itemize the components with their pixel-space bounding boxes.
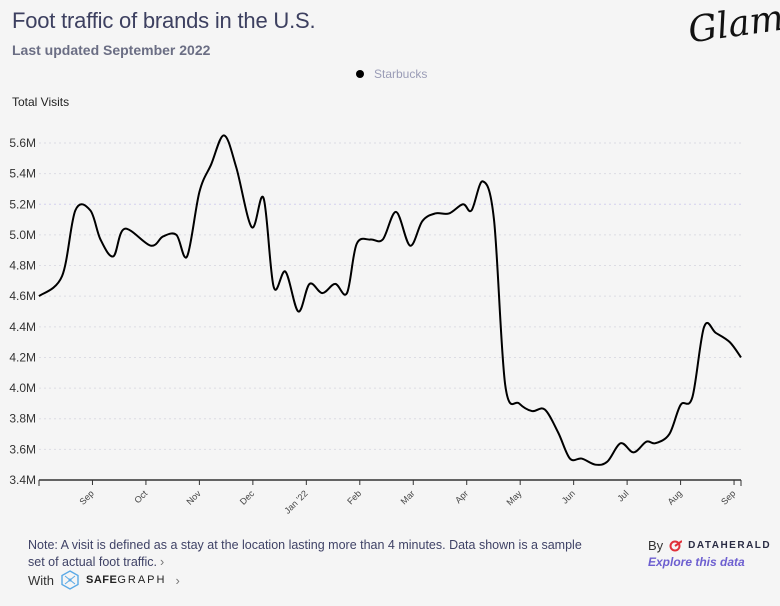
x-tick-label: Feb (345, 488, 363, 506)
line-chart: 3.4M 3.6M 3.8M 4.0M 4.2M 4.4M 4.6M 4.8M 5.0M 5.2M… (9, 134, 742, 516)
series-group (38, 134, 742, 466)
x-tick-label: Sep (77, 488, 95, 506)
safegraph-logo-icon (61, 570, 79, 590)
x-tick-label: Jun (560, 488, 577, 505)
chart-title: Foot traffic of brands in the U.S. (12, 8, 316, 33)
y-tick-label: 5.6M (9, 136, 36, 150)
x-tick-label: Apr (453, 488, 470, 505)
grid-lines (39, 142, 741, 450)
x-tick-label: Jul (615, 488, 630, 503)
legend[interactable]: Starbucks (356, 67, 427, 81)
footnote-arrow-icon[interactable]: › (160, 555, 165, 569)
chart-subtitle: Last updated September 2022 (12, 42, 211, 58)
dataherald-credit[interactable]: By DATAHERALD (648, 538, 771, 553)
x-axis (38, 479, 742, 486)
series-line-starbucks (38, 134, 742, 466)
x-tick-label: Sep (719, 488, 737, 506)
footnote[interactable]: Note: A visit is defined as a stay at th… (28, 537, 598, 571)
dataherald-logo-icon (669, 539, 683, 551)
y-tick-label: 4.8M (9, 259, 36, 273)
y-tick-label: 4.6M (9, 289, 36, 303)
y-tick-label: 5.2M (9, 197, 36, 211)
x-tick-label: Oct (132, 488, 149, 505)
with-label: With (28, 572, 54, 588)
footnote-text: Note: A visit is defined as a stay at th… (28, 538, 582, 569)
y-tick-label: 3.4M (9, 473, 36, 487)
safegraph-wordmark: SAFEGRAPH (86, 574, 167, 586)
x-tick-label: Nov (184, 488, 203, 507)
dataherald-wordmark: DATAHERALD (688, 540, 772, 551)
x-tick-label: May (504, 488, 523, 507)
x-tick-label: Jan '22 (282, 488, 309, 515)
y-tick-label: 3.6M (9, 442, 36, 456)
by-label: By (648, 538, 664, 553)
legend-label-starbucks: Starbucks (374, 67, 428, 81)
y-tick-label: 5.0M (9, 228, 36, 242)
y-tick-label: 4.0M (9, 381, 36, 395)
y-tick-label: 4.2M (9, 350, 36, 364)
x-tick-label: Mar (399, 488, 417, 506)
x-tick-label: Dec (238, 488, 257, 507)
y-axis-ticks: 3.4M 3.6M 3.8M 4.0M 4.2M 4.4M 4.6M 4.8M 5.0M 5.2M… (9, 136, 36, 487)
x-tick-label: Aug (666, 488, 684, 506)
y-tick-label: 5.4M (9, 167, 36, 181)
y-tick-label: 4.4M (9, 320, 36, 334)
legend-marker-starbucks (356, 70, 364, 78)
explore-data-link[interactable]: Explore this data (648, 555, 745, 569)
safegraph-arrow-icon[interactable]: › (175, 572, 180, 588)
x-axis-ticks: Sep Oct Nov Dec Jan '22 Feb Mar Apr May Jun Jul Aug… (77, 480, 737, 516)
safegraph-credit[interactable]: With SAFEGRAPH › (28, 570, 180, 590)
y-axis-title: Total Visits (12, 95, 70, 109)
y-tick-label: 3.8M (9, 412, 36, 426)
